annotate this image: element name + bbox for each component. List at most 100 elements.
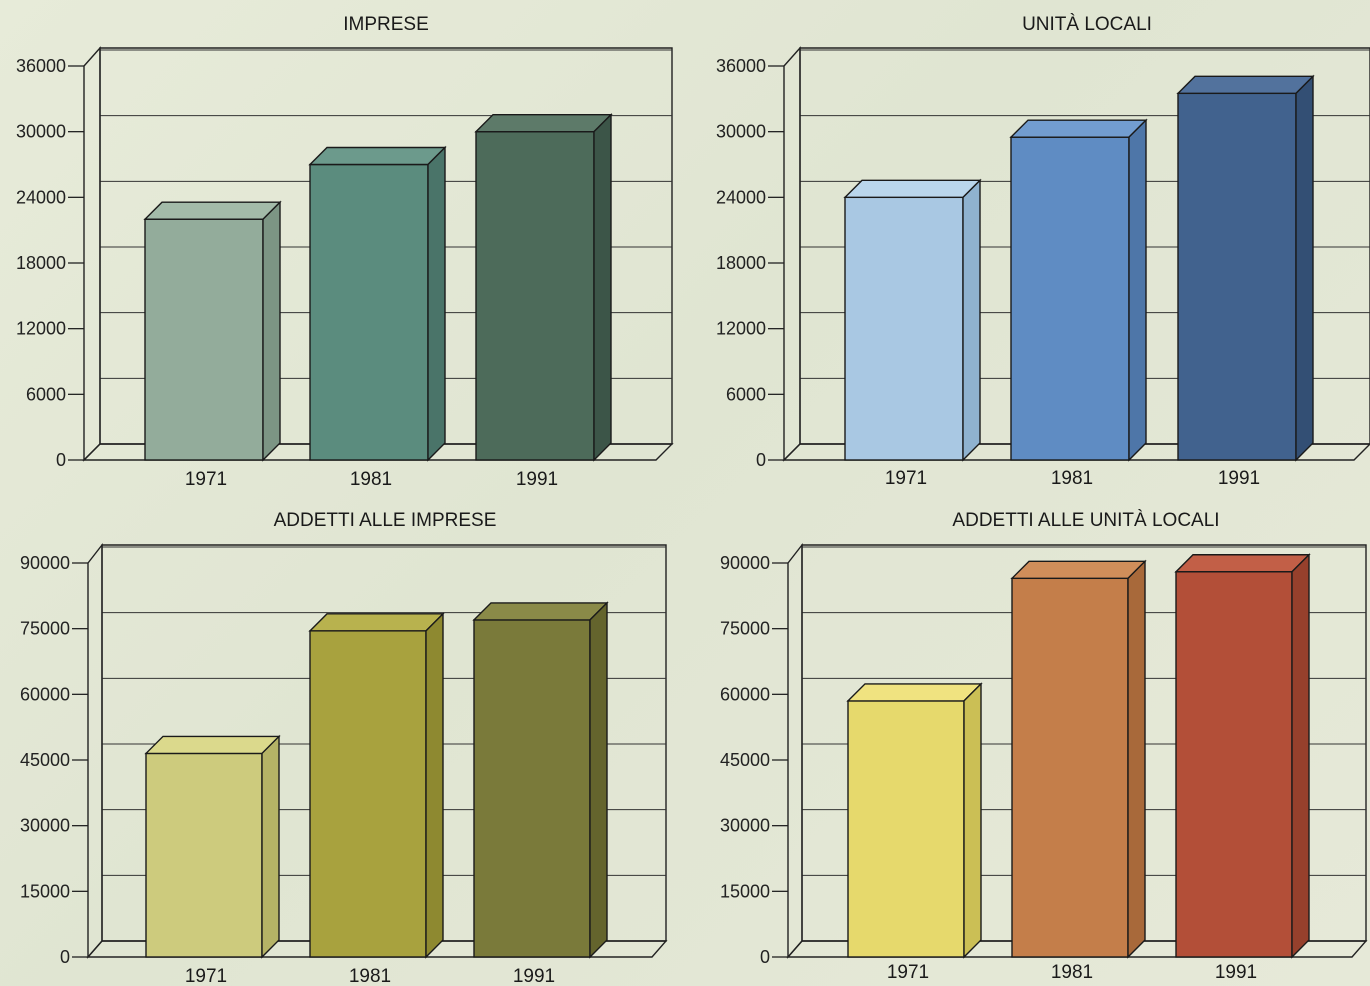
x-tick-label: 1971 [887,962,929,983]
chart-title: ADDETTI ALLE UNITÀ LOCALI [952,510,1219,531]
y-tick-label: 75000 [720,619,770,639]
bar-side [262,200,281,462]
x-tick-label: 1971 [185,469,227,490]
y-tick-label: 36000 [716,56,766,76]
bar-top [1010,560,1147,580]
chart-floor [86,940,668,958]
bar-1981 [308,612,445,959]
y-tick-label: 18000 [16,253,66,273]
y-tick-label: 60000 [20,684,70,704]
bar-front [1177,92,1297,461]
y-tick-label: 45000 [720,750,770,770]
chart-floor [82,443,674,461]
bar-front [309,163,429,461]
bar-top [1174,554,1311,573]
chart-panel-4: 0 15000 30000 45000 60000 75000 90000 ADDETTI A… [720,510,1368,983]
bar-side [1295,74,1314,462]
bar-1991 [1176,74,1315,462]
y-tick-label: 30000 [16,122,66,142]
chart-panel-2: 0 6000 12000 18000 24000 30000 36000 UNITÀ LOCA… [716,14,1370,489]
bar-side [1128,118,1147,462]
y-tick-label: 30000 [716,122,766,142]
bar-side [593,112,612,462]
x-tick-label: 1991 [1218,468,1260,489]
bar-1971 [144,734,281,959]
x-tick-label: 1991 [513,966,555,986]
bar-top [846,683,983,702]
bar-front [1011,577,1129,958]
y-tick-label: 30000 [20,816,70,836]
bar-1971 [843,178,982,462]
bar-side [427,145,446,462]
bar-front [144,218,264,461]
chart-side-wall [783,46,801,462]
bar-front [847,700,965,958]
bar-1991 [472,601,609,959]
y-tick-label: 12000 [716,319,766,339]
bar-side [589,601,608,959]
bar-front [473,619,591,958]
x-tick-label: 1981 [350,469,392,490]
chart-side-wall [87,542,103,959]
x-tick-label: 1991 [1215,962,1257,983]
y-tick-label: 12000 [16,319,66,339]
y-tick-label: 18000 [716,253,766,273]
y-tick-label: 15000 [20,881,70,901]
y-tick-label: 24000 [716,187,766,207]
y-tick-label: 30000 [720,816,770,836]
bar-top [308,613,445,632]
bar-front [1010,136,1130,461]
y-tick-label: 45000 [20,750,70,770]
y-tick-label: 75000 [20,619,70,639]
bar-top [472,602,609,621]
bar-side [1127,559,1146,959]
x-tick-label: 1991 [516,469,558,490]
y-tick-label: 60000 [720,684,770,704]
bar-top [308,146,447,166]
y-tick-label: 24000 [16,187,66,207]
y-tick-label: 6000 [26,384,66,404]
bar-1971 [846,682,983,959]
x-tick-label: 1971 [185,966,227,986]
chart-floor [782,443,1370,461]
chart-panel-1: 0 6000 12000 18000 24000 30000 36000 IMPRESE 197… [16,14,674,490]
chart-side-wall [83,46,101,462]
bar-side [1291,553,1310,959]
chart-title: IMPRESE [343,14,429,35]
chart-title: UNITÀ LOCALI [1022,14,1152,35]
y-tick-label: 90000 [720,553,770,573]
bar-top [143,201,282,220]
y-tick-label: 90000 [20,553,70,573]
x-tick-label: 1971 [885,468,927,489]
bar-1981 [1010,559,1147,959]
y-tick-label: 0 [60,947,70,967]
y-tick-label: 0 [56,450,66,470]
x-tick-label: 1981 [1051,962,1093,983]
chart-side-wall [787,542,803,959]
y-tick-label: 36000 [16,56,66,76]
y-tick-label: 6000 [726,384,766,404]
chart-panel-3: 0 15000 30000 45000 60000 75000 90000 ADDETTI A… [20,510,668,986]
bar-top [474,113,613,133]
bar-front [844,196,964,461]
y-tick-label: 0 [756,450,766,470]
bar-side [425,612,444,959]
bar-side [261,734,280,959]
bar-side [962,178,981,462]
x-tick-label: 1981 [1051,468,1093,489]
x-tick-label: 1981 [349,966,391,986]
y-tick-label: 15000 [720,881,770,901]
chart-floor [786,940,1368,958]
bar-top [843,179,982,199]
bar-1991 [474,112,613,462]
bar-1991 [1174,553,1311,959]
bar-front [309,630,427,958]
bar-front [1175,571,1293,958]
bar-top [144,735,281,755]
y-tick-label: 0 [760,947,770,967]
bar-top [1176,75,1315,95]
chart-title: ADDETTI ALLE IMPRESE [274,510,497,531]
bar-front [145,752,263,958]
